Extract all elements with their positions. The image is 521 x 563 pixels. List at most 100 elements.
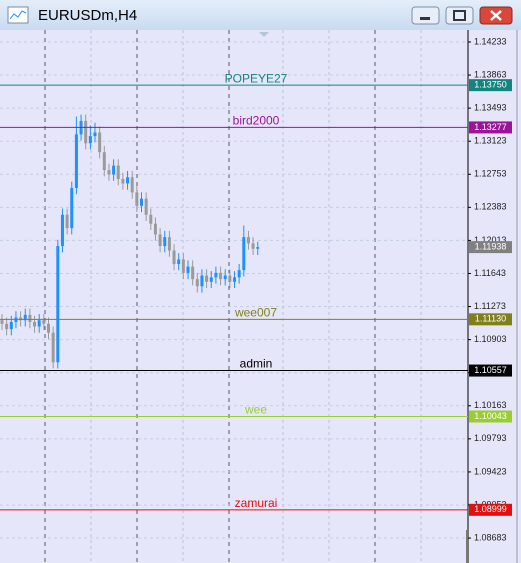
candle-body [214,272,218,278]
candle-body [228,275,232,282]
candle-body [121,179,125,184]
level-price-box [469,121,512,134]
level-price-box [469,503,512,516]
candle-body [5,323,9,330]
maximize-button[interactable] [445,6,474,25]
level-price-label: 1.10043 [474,411,507,421]
candle-body [65,214,69,229]
minimize-button[interactable] [411,6,440,25]
y-tick-label: 1.11643 [474,268,506,278]
window-icon-graph [9,10,27,20]
level-name: admin [240,357,273,371]
candle-body [181,259,185,273]
candle-body [205,275,209,282]
period-separators [44,30,376,563]
candle-body [256,247,260,249]
level-name: bird2000 [233,114,280,128]
candle-body [237,270,241,278]
candle-body [93,132,97,137]
current-price-box [469,241,512,254]
candle-body [167,237,171,251]
candle-body [130,177,134,193]
candle-body [0,320,4,324]
price-axis [468,30,521,563]
candle-body [42,320,46,324]
window-icon [7,6,29,24]
candle-body [186,266,190,273]
level-name: wee007 [234,306,277,320]
candle-body [209,277,213,282]
candle-body [37,320,41,327]
candle-body [28,314,32,323]
y-tick-label: 1.09793 [474,433,507,443]
candle-body [191,266,195,280]
candle-body [246,237,250,244]
candle-body [233,277,236,282]
y-tick-label: 1.13863 [474,69,507,79]
scale-marker [466,530,469,563]
y-tick-label: 1.10903 [474,334,507,344]
close-button[interactable] [479,6,513,25]
candle-body [223,275,227,280]
level-price-label: 1.10557 [474,365,507,375]
candle-body [102,152,106,171]
candle-body [172,250,176,264]
candle-body [9,322,13,330]
y-tick-label: 1.08683 [474,532,507,542]
level-price-label: 1.13750 [474,80,507,90]
y-tick-label: 1.13123 [474,136,507,146]
level-price-box [469,79,512,92]
y-tick-label: 1.11273 [474,301,506,311]
y-tick-label: 1.13493 [474,102,507,112]
y-tick-label: 1.12013 [474,235,507,245]
level-price-label: 1.08999 [474,504,507,514]
candle-body [60,214,64,247]
candle-body [23,314,27,321]
level-price-box [469,313,512,326]
candle-body [74,134,78,188]
candle-body [56,246,60,363]
candle-body [126,177,130,184]
candle-body [98,132,102,153]
candle-body [200,275,204,287]
window-title: EURUSDm,H4 [38,7,137,24]
level-name: zamurai [235,496,278,510]
candle-body [195,279,199,287]
candle-body [219,272,223,280]
y-tick-label: 1.09423 [474,466,507,476]
candle-body [251,243,255,249]
shift-marker [259,32,269,37]
candle-body [84,120,88,144]
candle-body [144,198,148,215]
candle-body [33,322,37,327]
candle-body [177,259,181,264]
candle-body [51,332,55,363]
y-tick-label: 1.14233 [474,36,507,46]
y-tick-label: 1.12383 [474,202,507,212]
level-name: POPEYE27 [225,71,288,85]
candle-body [107,170,111,175]
candle-body [163,237,167,247]
level-price-box [469,364,512,377]
candle-body [135,192,139,206]
level-name: wee [244,403,267,417]
candle-body [88,136,92,144]
candle-body [47,323,50,333]
candle-body [158,234,162,247]
candle-body [149,214,153,224]
candle-body [70,187,74,229]
candle-body [116,165,120,180]
candle-body [153,223,157,235]
candle-body [112,165,116,175]
plot-area [0,30,468,563]
candle-body [140,198,143,206]
current-price-label: 1.11938 [475,241,507,251]
y-tick-label: 1.12753 [474,169,507,179]
level-price-label: 1.11130 [475,314,506,324]
candle-body [242,237,246,271]
y-tick-label: 1.10163 [474,400,507,410]
level-price-label: 1.13277 [474,122,507,132]
level-price-box [469,410,512,423]
